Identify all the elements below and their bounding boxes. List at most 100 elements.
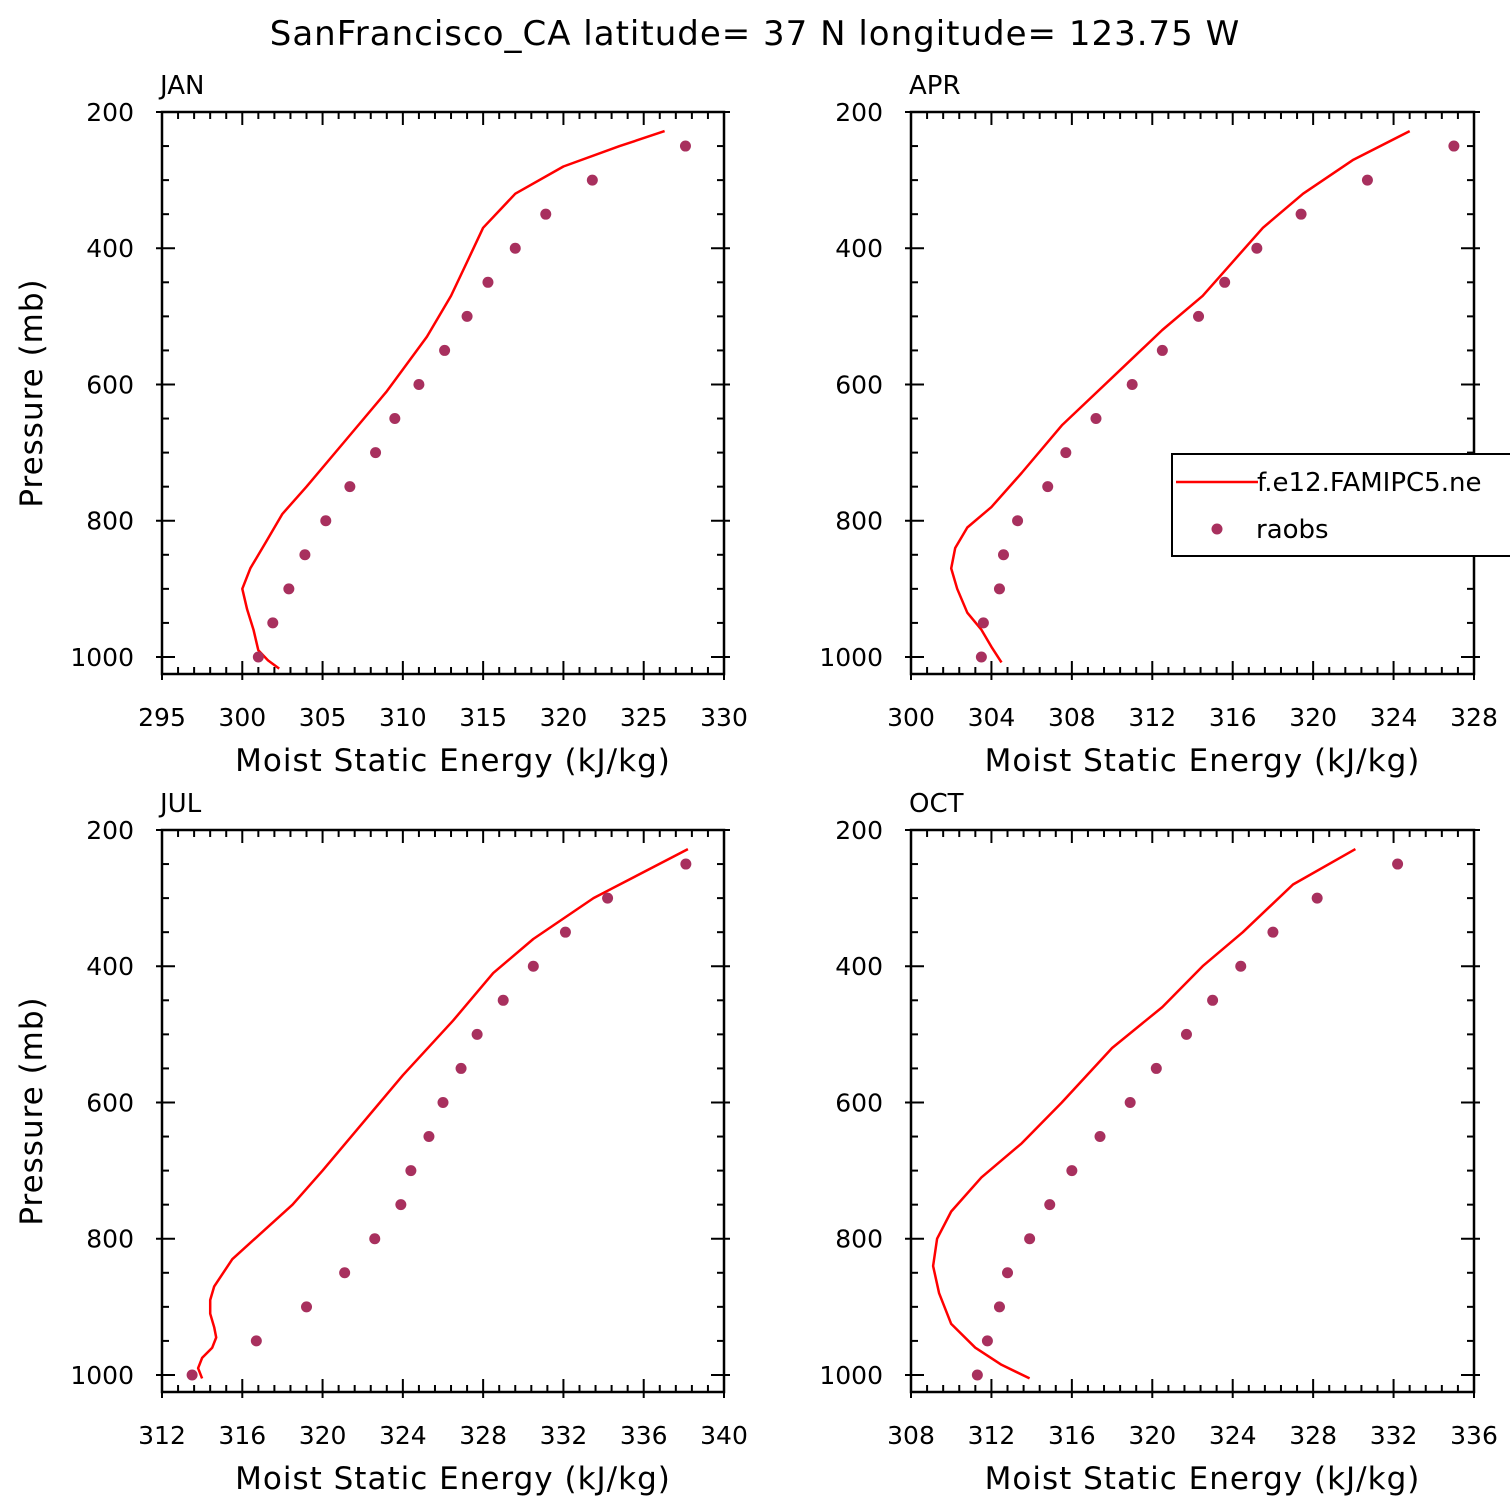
panel-label: JUL bbox=[158, 789, 202, 819]
raobs-point bbox=[186, 1369, 198, 1381]
x-tick-label: 308 bbox=[887, 1421, 935, 1450]
raobs-point bbox=[602, 892, 614, 904]
raobs-point bbox=[301, 1301, 313, 1313]
raobs-point bbox=[439, 344, 451, 356]
raobs-point bbox=[252, 651, 264, 663]
raobs-point bbox=[981, 1335, 993, 1347]
y-tick-label: 600 bbox=[835, 370, 883, 399]
y-tick-label: 800 bbox=[835, 507, 883, 536]
x-tick-label: 312 bbox=[1128, 703, 1176, 732]
raobs-point bbox=[320, 515, 332, 527]
raobs-point bbox=[1193, 310, 1205, 322]
x-tick-label: 325 bbox=[620, 703, 668, 732]
x-tick-label: 328 bbox=[1289, 1421, 1337, 1450]
raobs-point bbox=[405, 1165, 417, 1177]
x-tick-label: 336 bbox=[1450, 1421, 1498, 1450]
x-tick-label: 332 bbox=[1370, 1421, 1418, 1450]
raobs-point bbox=[1024, 1233, 1036, 1245]
x-tick-label: 308 bbox=[1048, 703, 1096, 732]
y-axis-title: Pressure (mb) bbox=[14, 278, 50, 507]
y-tick-label: 400 bbox=[835, 952, 883, 981]
y-tick-label: 200 bbox=[835, 816, 883, 845]
y-tick-label: 200 bbox=[86, 816, 134, 845]
plot-frame bbox=[909, 828, 1476, 1394]
legend-box bbox=[1171, 453, 1510, 557]
x-tick-label: 300 bbox=[218, 703, 266, 732]
raobs-point bbox=[679, 140, 691, 152]
raobs-point bbox=[993, 1301, 1005, 1313]
raobs-point bbox=[1295, 208, 1307, 220]
x-tick-label: 324 bbox=[1370, 703, 1418, 732]
y-tick-label: 800 bbox=[835, 1225, 883, 1254]
x-tick-label: 328 bbox=[459, 1421, 507, 1450]
raobs-point bbox=[1448, 140, 1460, 152]
raobs-point bbox=[267, 617, 279, 629]
y-tick-label: 200 bbox=[86, 98, 134, 127]
legend: f.e12.FAMIPC5.ne raobs bbox=[1171, 453, 1510, 557]
y-tick-label: 400 bbox=[86, 234, 134, 263]
panel-label: APR bbox=[909, 71, 961, 101]
raobs-point bbox=[1392, 858, 1404, 870]
panel-label: JAN bbox=[158, 71, 204, 101]
panel-apr: APR 300 304 308 312 316 320 324 328 200 400 600 800 1… bbox=[819, 71, 1497, 779]
raobs-point bbox=[461, 310, 473, 322]
raobs-point bbox=[437, 1096, 449, 1108]
raobs-point bbox=[299, 549, 311, 561]
x-tick-label: 320 bbox=[1289, 703, 1337, 732]
raobs-point bbox=[423, 1131, 435, 1143]
raobs-point bbox=[1060, 447, 1072, 459]
y-tick-label: 1000 bbox=[819, 643, 883, 672]
x-tick-label: 320 bbox=[299, 1421, 347, 1450]
x-tick-label: 295 bbox=[138, 703, 186, 732]
raobs-point bbox=[339, 1267, 351, 1279]
raobs-point bbox=[1094, 1131, 1106, 1143]
raobs-point bbox=[559, 926, 571, 938]
x-tick-label: 320 bbox=[540, 703, 588, 732]
x-tick-label: 305 bbox=[299, 703, 347, 732]
series-line-model bbox=[196, 847, 689, 1379]
x-tick-label: 304 bbox=[968, 703, 1016, 732]
x-tick-label: 332 bbox=[540, 1421, 588, 1450]
y-tick-label: 1000 bbox=[70, 1361, 134, 1390]
y-tick-label: 600 bbox=[86, 370, 134, 399]
y-tick-label: 400 bbox=[86, 952, 134, 981]
series-line-model bbox=[949, 129, 1411, 664]
raobs-point bbox=[497, 994, 509, 1006]
legend-marker-swatch bbox=[1211, 523, 1223, 535]
raobs-point bbox=[680, 858, 692, 870]
x-tick-label: 300 bbox=[887, 703, 935, 732]
plot-frame bbox=[160, 110, 726, 676]
raobs-point bbox=[389, 413, 401, 425]
raobs-point bbox=[1251, 242, 1263, 254]
raobs-point bbox=[975, 651, 987, 663]
raobs-point bbox=[455, 1062, 467, 1074]
x-tick-label: 324 bbox=[1209, 1421, 1257, 1450]
raobs-point bbox=[1150, 1062, 1162, 1074]
raobs-point bbox=[1002, 1267, 1014, 1279]
raobs-point bbox=[977, 617, 989, 629]
x-tick-label: 316 bbox=[1209, 703, 1257, 732]
raobs-point bbox=[1235, 960, 1247, 972]
x-tick-label: 328 bbox=[1450, 703, 1498, 732]
raobs-point bbox=[1042, 481, 1054, 493]
x-tick-label: 324 bbox=[379, 1421, 427, 1450]
figure-title: SanFrancisco_CA latitude= 37 N longitude… bbox=[270, 14, 1241, 54]
raobs-point bbox=[369, 1233, 381, 1245]
plot-frame bbox=[909, 110, 1476, 676]
raobs-point bbox=[509, 242, 521, 254]
raobs-point bbox=[993, 583, 1005, 595]
x-tick-label: 312 bbox=[138, 1421, 186, 1450]
x-tick-label: 315 bbox=[459, 703, 507, 732]
raobs-point bbox=[1012, 515, 1024, 527]
y-tick-label: 800 bbox=[86, 507, 134, 536]
series-line-model bbox=[931, 848, 1357, 1380]
raobs-point bbox=[482, 276, 494, 288]
panel-jan: JAN 295 300 305 310 315 320 325 330 200 400 600 800 1… bbox=[14, 71, 748, 779]
raobs-point bbox=[1156, 344, 1168, 356]
raobs-point bbox=[1090, 413, 1102, 425]
panel-jul: JUL 312 316 320 324 328 332 336 340 200 400 600 800 1… bbox=[14, 789, 748, 1497]
y-tick-label: 1000 bbox=[819, 1361, 883, 1390]
x-axis-title: Moist Static Energy (kJ/kg) bbox=[985, 1461, 1421, 1497]
raobs-point bbox=[540, 208, 552, 220]
